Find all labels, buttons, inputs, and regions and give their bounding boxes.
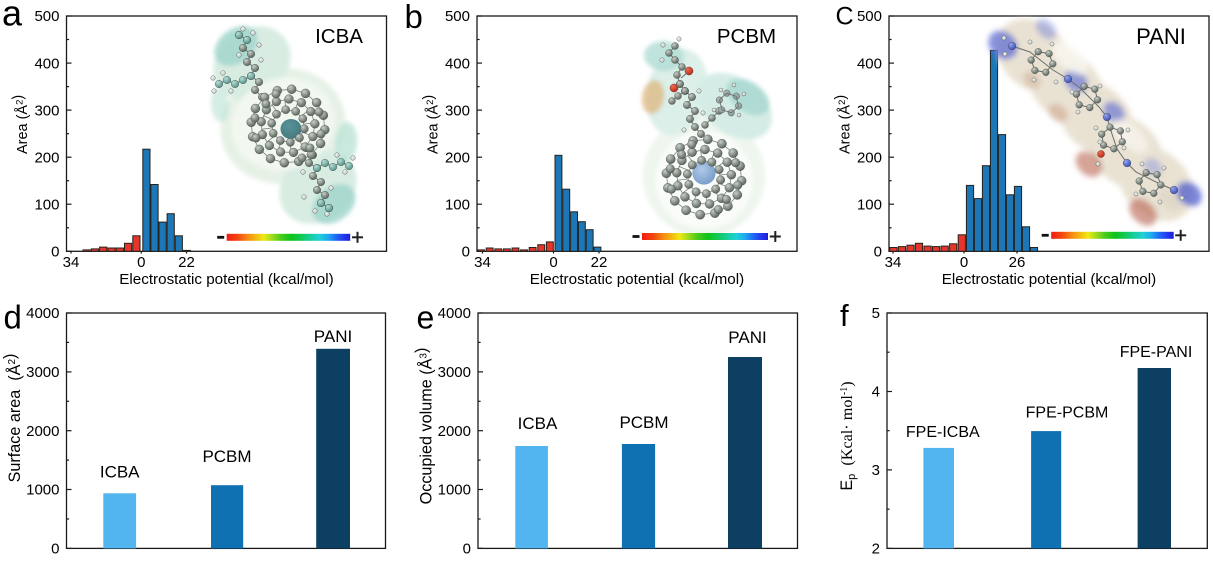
svg-text:500: 500 — [857, 8, 882, 25]
svg-text:0: 0 — [549, 254, 557, 271]
svg-text:0: 0 — [462, 244, 470, 261]
svg-text:500: 500 — [445, 8, 470, 25]
svg-text:f: f — [840, 298, 849, 333]
svg-text:PANI: PANI — [1136, 24, 1186, 49]
svg-text:0: 0 — [463, 541, 471, 556]
svg-text:FPE-PCBM: FPE-PCBM — [1026, 404, 1109, 421]
svg-text:ICBA: ICBA — [100, 463, 140, 482]
svg-text:22: 22 — [591, 254, 608, 271]
svg-text:Occupied volume (Å3): Occupied volume (Å3) — [413, 348, 436, 505]
svg-text:ICBA: ICBA — [315, 25, 363, 48]
svg-text:C: C — [836, 3, 854, 31]
svg-text:0: 0 — [137, 254, 145, 271]
svg-text:400: 400 — [34, 55, 59, 72]
svg-text:200: 200 — [445, 149, 470, 166]
svg-text:2000: 2000 — [26, 423, 59, 440]
svg-text:26: 26 — [1009, 254, 1026, 271]
svg-text:FPE-PANI: FPE-PANI — [1120, 344, 1193, 361]
svg-text:3000: 3000 — [438, 364, 471, 381]
svg-text:Electrostatic potential (kcal/: Electrostatic potential (kcal/mol) — [530, 271, 744, 288]
svg-text:22: 22 — [178, 254, 195, 271]
svg-text:4000: 4000 — [26, 305, 59, 322]
svg-text:Surface area (Å2): Surface area (Å2) — [1, 354, 24, 483]
svg-text:Area (Å2): Area (Å2) — [11, 95, 32, 154]
svg-text:ICBA: ICBA — [518, 414, 558, 433]
svg-text:4000: 4000 — [438, 305, 471, 322]
svg-text:100: 100 — [445, 196, 470, 213]
svg-text:200: 200 — [34, 149, 59, 166]
svg-text:Ep (Kcal· mol-1): Ep (Kcal· mol-1) — [838, 381, 858, 490]
svg-text:Area (Å2): Area (Å2) — [833, 95, 854, 154]
svg-text:4: 4 — [872, 384, 880, 401]
svg-text:PANI: PANI — [728, 328, 766, 347]
svg-text:FPE-ICBA: FPE-ICBA — [906, 424, 980, 441]
svg-text:0: 0 — [960, 254, 968, 271]
svg-text:PANI: PANI — [314, 327, 352, 346]
svg-text:PCBM: PCBM — [717, 25, 776, 48]
svg-text:3000: 3000 — [26, 364, 59, 381]
svg-text:2000: 2000 — [438, 423, 471, 440]
svg-text:500: 500 — [34, 8, 59, 25]
svg-text:0: 0 — [874, 244, 882, 261]
svg-text:Area (Å2): Area (Å2) — [421, 95, 442, 154]
svg-text:1000: 1000 — [438, 482, 471, 499]
svg-text:34: 34 — [885, 254, 902, 271]
svg-text:400: 400 — [857, 55, 882, 72]
svg-text:3: 3 — [872, 462, 880, 479]
svg-text:300: 300 — [34, 102, 59, 119]
svg-text:Electrostatic potential (kcal/: Electrostatic potential (kcal/mol) — [942, 271, 1156, 288]
svg-text:400: 400 — [445, 55, 470, 72]
svg-text:e: e — [417, 300, 435, 336]
svg-text:100: 100 — [857, 196, 882, 213]
svg-text:300: 300 — [445, 102, 470, 119]
svg-text:a: a — [2, 0, 23, 34]
svg-text:PCBM: PCBM — [619, 413, 668, 432]
svg-text:100: 100 — [34, 196, 59, 213]
svg-text:5: 5 — [872, 305, 880, 322]
svg-text:b: b — [405, 0, 423, 35]
svg-text:d: d — [4, 298, 22, 335]
svg-text:200: 200 — [857, 149, 882, 166]
svg-text:Electrostatic potential (kcal/: Electrostatic potential (kcal/mol) — [119, 271, 333, 288]
svg-text:34: 34 — [63, 254, 80, 271]
svg-text:PCBM: PCBM — [202, 447, 251, 466]
svg-text:0: 0 — [51, 541, 59, 556]
svg-text:300: 300 — [857, 102, 882, 119]
svg-text:2: 2 — [872, 541, 880, 556]
svg-text:34: 34 — [474, 254, 491, 271]
svg-text:0: 0 — [51, 244, 59, 261]
svg-text:1000: 1000 — [26, 482, 59, 499]
